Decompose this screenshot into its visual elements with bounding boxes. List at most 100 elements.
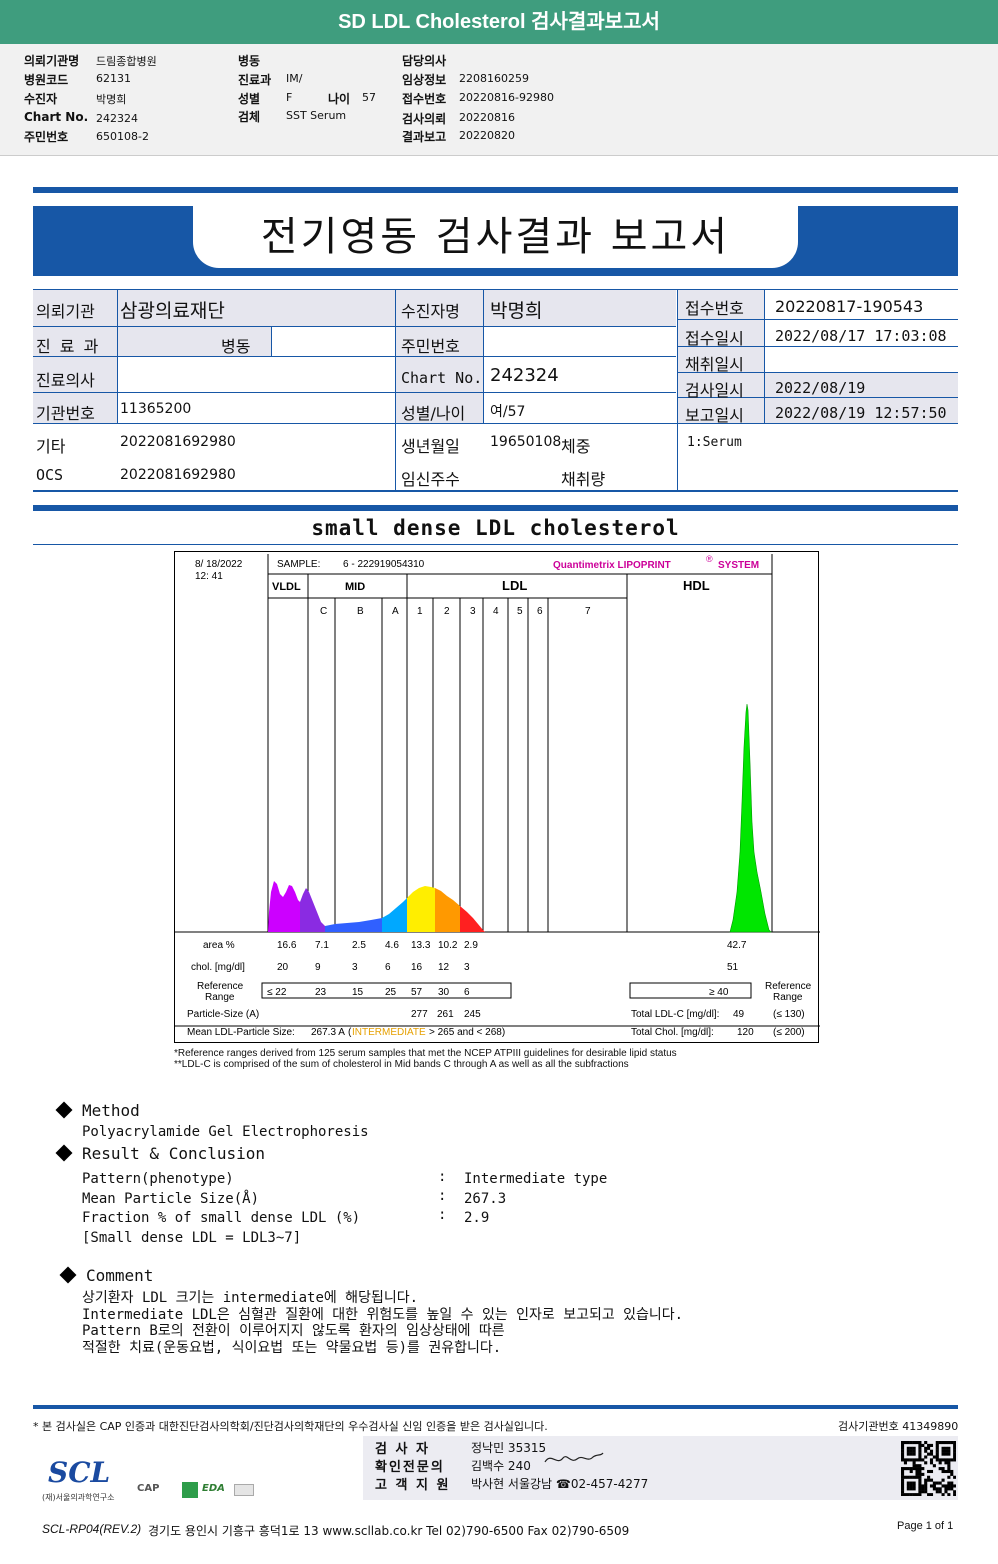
report-date-label: 보고일시	[685, 406, 744, 425]
result-label: Mean Particle Size(Å)	[82, 1191, 260, 1207]
band-6: 6	[537, 606, 543, 617]
group-vldl: VLDL	[272, 581, 301, 593]
peak-hdl	[729, 703, 772, 933]
fraction-ref: 57	[411, 987, 423, 998]
mean-size-range: > 265 and < 268)	[429, 1027, 505, 1038]
signer-name: 박사현 서울강남 ☎02-457-4277	[471, 1477, 649, 1491]
divider	[33, 505, 958, 511]
header-field: 병원코드	[24, 73, 69, 87]
receipt-date-label: 접수일시	[685, 329, 744, 348]
cert-logo-icon	[182, 1482, 198, 1498]
fraction-chol: 51	[727, 962, 739, 973]
peak-a	[382, 898, 407, 932]
fraction-area: 10.2	[438, 940, 458, 951]
peak-ldl2	[435, 888, 460, 932]
ref-label: Range	[205, 992, 235, 1003]
mean-size-class: INTERMEDIATE	[352, 1027, 426, 1038]
header-info: 의뢰기관명 드림종합병원 병원코드 62131 수진자 박명희 Chart No…	[0, 44, 998, 156]
header-value: 20220820	[459, 129, 515, 142]
comment-line: Intermediate LDL은 심혈관 질환에 대한 위험도를 높일 수 있…	[82, 1307, 684, 1323]
fraction-ref: 30	[438, 987, 450, 998]
mean-size-open: (	[348, 1027, 352, 1038]
sex-age-label: 성별/나이	[401, 404, 466, 423]
grid-line	[33, 289, 958, 290]
lab-address: 경기도 용인시 기흥구 흥덕1로 13 www.scllab.co.kr Tel…	[148, 1524, 630, 1538]
header-value: 박명희	[96, 93, 127, 106]
particle-size-2: 261	[437, 1009, 454, 1020]
fraction-area: 16.6	[277, 940, 297, 951]
scl-logo-sub: (재)서울의과학연구소	[42, 1493, 115, 1502]
inst-no-label: 기관번호	[36, 404, 95, 423]
report-date-value: 2022/08/19 12:57:50	[775, 404, 947, 422]
fraction-chol: 12	[438, 962, 450, 973]
label-bg	[678, 289, 764, 423]
grid-line	[678, 372, 958, 373]
receipt-no-label: 접수번호	[685, 299, 744, 318]
fraction-chol: 20	[277, 962, 289, 973]
grid-line	[117, 289, 118, 423]
grid-line	[395, 289, 396, 491]
fraction-ref: ≥ 40	[709, 987, 729, 998]
chart-footnotes: *Reference ranges derived from 125 serum…	[174, 1048, 677, 1070]
header-field: 병동	[238, 54, 261, 68]
group-ldl: LDL	[502, 578, 527, 593]
header-field: 진료과	[238, 73, 272, 87]
label-bg	[117, 326, 271, 356]
preg-label: 임신주수	[401, 470, 460, 489]
fraction-area: 42.7	[727, 940, 747, 951]
grid-line	[33, 326, 676, 327]
dept-value: 병동	[221, 337, 251, 356]
label-bg	[483, 289, 676, 326]
fraction-values: 16.6 20 ≤ 22 7.1 9 23 2.5 3 15 4.6 6 25 13.3 16 57 10.2…	[267, 940, 747, 998]
id-label: 주민번호	[401, 337, 460, 356]
signature-box: 검 사 자 정낙민 35315 확인전문의 김백수 240 고 객 지 원 박사…	[363, 1436, 958, 1500]
method-heading: Method	[55, 1101, 140, 1120]
cert-statement: * 본 검사실은 CAP 인증과 대한진단검사의학회/진단검사의학재단의 우수검…	[33, 1420, 548, 1433]
patient-table: 의뢰기관 삼광의료재단 수진자명 박명희 접수번호 20220817-19054…	[33, 289, 958, 492]
brand-name: Quantimetrix LIPOPRINT	[553, 560, 671, 571]
fraction-area: 2.5	[352, 940, 366, 951]
label-bg	[117, 289, 397, 326]
header-field: 결과보고	[402, 130, 447, 144]
sex-age-value: 여/57	[490, 404, 526, 420]
header-value: 20220816-92980	[459, 91, 554, 104]
grid-line	[678, 319, 958, 320]
result-colon: :	[438, 1188, 447, 1204]
report-banner: 전기영동 검사결과 보고서	[33, 206, 958, 276]
result-label: Fraction % of small dense LDL (%)	[82, 1210, 361, 1226]
comment-heading: Comment	[59, 1266, 153, 1285]
lab-number: 검사기관번호 41349890	[838, 1420, 959, 1433]
fraction-ref: 6	[464, 987, 470, 998]
particle-size-3: 245	[464, 1009, 481, 1020]
particle-size-label: Particle-Size (A)	[187, 1009, 259, 1020]
comment-line: Pattern B로의 전환이 이루어지지 않도록 환자의 임상상태에 따른	[82, 1323, 505, 1339]
total-ldlc-value: 49	[733, 1009, 745, 1020]
divider	[33, 544, 958, 545]
result-colon: :	[438, 1207, 447, 1223]
band-7: 7	[585, 606, 591, 617]
inst-no-value: 11365200	[120, 401, 192, 417]
arab-logo-icon	[234, 1484, 254, 1496]
brand-suffix: SYSTEM	[718, 560, 759, 571]
diamond-icon	[55, 1144, 73, 1162]
collect-date-label: 채취일시	[685, 355, 744, 374]
header-field: 검체	[238, 110, 261, 124]
header-value: 57	[362, 91, 376, 104]
fraction-chol: 3	[352, 962, 358, 973]
header-value: 242324	[96, 112, 138, 125]
dept-label: 진 료 과	[36, 337, 101, 356]
fraction-ref: ≤ 22	[267, 987, 287, 998]
header-field: 성별	[238, 92, 261, 106]
method-text: Polyacrylamide Gel Electrophoresis	[82, 1124, 369, 1140]
header-value: 드림종합병원	[96, 55, 157, 68]
signer-role: 확인전문의	[375, 1460, 445, 1475]
grid-line	[271, 326, 272, 356]
ocs-value: 2022081692980	[120, 467, 236, 483]
ref-box-ldl	[261, 982, 512, 999]
comment-line: 상기환자 LDL 크기는 intermediate에 해당됩니다.	[82, 1290, 419, 1306]
area-label: area %	[203, 940, 235, 951]
divider	[33, 187, 958, 193]
brand-mark: ®	[706, 554, 713, 564]
group-mid: MID	[345, 581, 365, 593]
band-b: B	[357, 606, 364, 617]
